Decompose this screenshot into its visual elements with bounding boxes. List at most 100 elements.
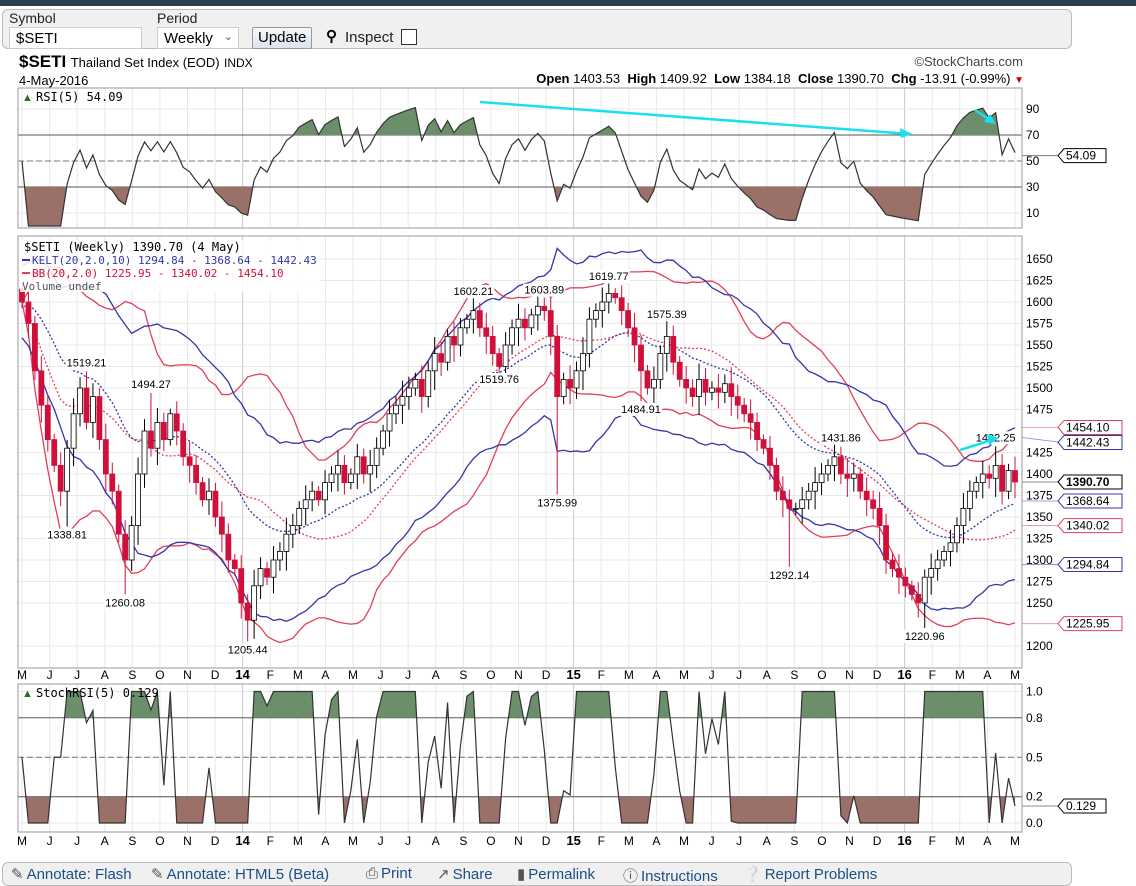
report-problems-link[interactable]: ❔ Report Problems bbox=[743, 865, 877, 883]
indicator-icon: ▲ bbox=[22, 688, 33, 700]
candle-body bbox=[109, 473, 116, 492]
candle-body bbox=[44, 404, 51, 441]
price-tag-kelt-shape bbox=[1057, 493, 1123, 509]
x-tick-label: F bbox=[929, 834, 936, 848]
x-tick-label: A bbox=[101, 668, 109, 682]
candle-body bbox=[799, 499, 806, 509]
candle-body bbox=[857, 473, 864, 492]
x-tick-label: M bbox=[955, 834, 965, 848]
candle-body bbox=[850, 473, 857, 479]
inspect-label: Inspect bbox=[345, 29, 394, 46]
x-tick-label: A bbox=[652, 834, 660, 848]
kelt-upper-line bbox=[21, 247, 1016, 467]
candle-body bbox=[863, 490, 870, 501]
chart-date: 4-May-2016 bbox=[19, 73, 89, 88]
x-tick-label: A bbox=[983, 834, 991, 848]
inspect-checkbox[interactable] bbox=[401, 29, 417, 45]
candle-body bbox=[496, 353, 503, 367]
candle-body bbox=[277, 551, 283, 561]
x-tick-label: 16 bbox=[897, 833, 911, 848]
ohlc-line: Open 1403.53 High 1409.92 Low 1384.18 Cl… bbox=[536, 71, 1024, 88]
rsi-legend: ▲ RSI(5) 54.09 bbox=[22, 90, 123, 104]
candle-body bbox=[283, 533, 290, 552]
period-value: Weekly bbox=[164, 30, 213, 47]
candle-body bbox=[728, 383, 735, 398]
candle-body bbox=[464, 318, 470, 329]
candle-body bbox=[218, 516, 225, 535]
price-tag-kelt: 1294.84 bbox=[1022, 556, 1123, 572]
high-label: High bbox=[627, 71, 657, 86]
print-label: Print bbox=[381, 865, 412, 882]
share-link[interactable]: ↗ Share bbox=[437, 865, 493, 883]
candle-body bbox=[160, 421, 167, 440]
candle-body bbox=[180, 430, 187, 458]
candle-body bbox=[915, 594, 922, 604]
price-annotation: 1260.08 bbox=[104, 596, 147, 610]
candle-body bbox=[657, 353, 664, 380]
candle-body bbox=[444, 335, 451, 363]
candle-body bbox=[289, 525, 296, 535]
open-value: 1403.53 bbox=[573, 71, 621, 86]
annotation-label: 1220.96 bbox=[905, 631, 945, 643]
candle-body bbox=[812, 482, 819, 492]
candle-body bbox=[554, 335, 561, 397]
candle-body bbox=[393, 404, 399, 415]
candle-body bbox=[792, 507, 799, 510]
annotation-label: 1205.44 bbox=[228, 644, 268, 656]
update-button[interactable]: Update bbox=[252, 27, 313, 49]
price-tag-bb: 1454.10 bbox=[1022, 419, 1123, 435]
x-tick-label: 14 bbox=[235, 667, 250, 682]
stoch-value-tag: 0.129 bbox=[1022, 798, 1107, 814]
title-name: Thailand Set Index (EOD) bbox=[70, 55, 220, 70]
price-tick-label: 1325 bbox=[1026, 532, 1053, 546]
candle-body bbox=[541, 305, 548, 311]
candle-body bbox=[747, 413, 754, 423]
candle-body bbox=[599, 301, 606, 312]
x-tick-label: F bbox=[267, 834, 274, 848]
candle-body bbox=[644, 370, 651, 389]
candle-body bbox=[844, 473, 851, 479]
x-tick-label: J bbox=[405, 834, 411, 848]
annotate-flash-link[interactable]: ✎ Annotate: Flash bbox=[11, 865, 132, 883]
candle-body bbox=[631, 327, 638, 346]
volume-legend: Volume undef bbox=[22, 280, 101, 293]
price-annotation: 1431.86 bbox=[819, 431, 862, 445]
candle-body bbox=[509, 327, 515, 346]
stoch-value-tag-shape bbox=[1057, 798, 1107, 814]
stochrsi-legend-text: StochRSI(5) 0.129 bbox=[36, 686, 159, 700]
period-select[interactable]: Weekly ⌄ bbox=[157, 27, 239, 49]
price-annotation: 1220.96 bbox=[903, 629, 946, 643]
title-symbol: $SETI bbox=[19, 52, 67, 71]
price-tag-kelt-label: 1442.43 bbox=[1066, 435, 1110, 449]
print-link[interactable]: ⎙ Print bbox=[366, 865, 412, 882]
instructions-link[interactable]: ⓘ Instructions bbox=[623, 865, 718, 886]
stoch-overbought-fill bbox=[22, 691, 1015, 718]
x-tick-label: D bbox=[211, 834, 220, 848]
symbol-input[interactable]: $SETI bbox=[9, 27, 142, 49]
annotation-bg bbox=[536, 496, 579, 510]
candle-body bbox=[64, 447, 71, 492]
x-tick-label: O bbox=[817, 834, 826, 848]
price-tick-label: 1425 bbox=[1026, 446, 1053, 460]
close-value: 1390.70 bbox=[837, 71, 884, 86]
info-icon: ⓘ bbox=[623, 868, 639, 885]
annotate-html5-link[interactable]: ✎ Annotate: HTML5 (Beta) bbox=[151, 865, 329, 883]
candle-body bbox=[754, 421, 760, 440]
candle-body bbox=[335, 464, 341, 475]
candle-body bbox=[580, 353, 586, 372]
copyright: ©StockCharts.com bbox=[914, 54, 1023, 69]
annotation-arrowhead bbox=[900, 128, 912, 138]
candle-body bbox=[625, 310, 632, 329]
x-tick-label: A bbox=[321, 668, 329, 682]
permalink-link[interactable]: ▮ Permalink bbox=[517, 865, 595, 883]
symbol-label: Symbol bbox=[9, 10, 56, 26]
annotation-bg bbox=[819, 431, 862, 445]
price-annotation: 1205.44 bbox=[226, 643, 269, 657]
candle-body bbox=[721, 383, 728, 393]
x-tick-label: M bbox=[348, 834, 358, 848]
x-tick-label: D bbox=[873, 668, 882, 682]
annotate-flash-label: Annotate: Flash bbox=[26, 866, 132, 883]
price-tick-label: 1300 bbox=[1026, 553, 1053, 567]
candle-body bbox=[206, 490, 212, 501]
x-tick-label: J bbox=[74, 668, 80, 682]
